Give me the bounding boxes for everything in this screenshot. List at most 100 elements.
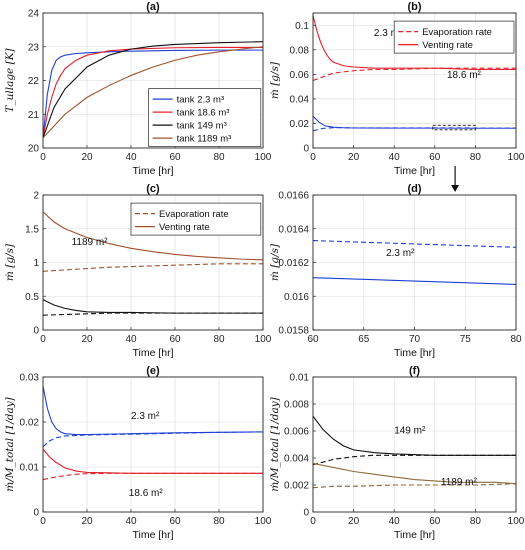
- y-tick-label: 0.1: [295, 21, 309, 32]
- series-line-s2: [313, 483, 516, 489]
- y-axis-label: ṁ/M_total [1/day]: [4, 396, 16, 491]
- legend-box: [393, 20, 515, 54]
- series-line-tank-2-3-m-: [43, 49, 263, 138]
- y-tick-label: 0.01: [20, 463, 40, 474]
- y-tick-label: 0.004: [284, 454, 309, 465]
- legend-entry: tank 18.6 m³: [177, 108, 230, 119]
- x-axis-label: Time [hr]: [132, 347, 173, 359]
- x-tick-label: 20: [81, 334, 93, 345]
- zoom-box: [432, 124, 476, 131]
- x-tick-label: 0: [40, 334, 46, 345]
- y-tick-label: 20: [28, 144, 40, 155]
- y-axis-label: ṁ [g/s]: [269, 243, 281, 281]
- x-tick-label: 40: [125, 152, 137, 163]
- panel-b: 0 20 40 60 80 100 0 0.02 0.04 0.06 0.08 0.1 (b) Time …: [269, 1, 525, 177]
- x-tick-label: 40: [125, 334, 137, 345]
- axes-frame: [312, 376, 517, 513]
- legend-entry: tank 1189 m³: [177, 134, 232, 145]
- x-tick-label: 100: [255, 152, 272, 163]
- y-tick-label: 0.5: [25, 292, 39, 303]
- y-tick-label: 0.0158: [278, 326, 309, 337]
- x-axis-label: Time [hr]: [132, 165, 173, 177]
- legend-entry: Evaporation rate: [422, 27, 492, 38]
- series-line-s3: [43, 299, 263, 314]
- x-tick-label: 20: [348, 152, 360, 163]
- x-tick-label: 100: [255, 334, 272, 345]
- x-tick-label: 0: [310, 152, 316, 163]
- y-tick-label: 0.002: [284, 481, 309, 492]
- series-line-evaporation-rate: [43, 263, 263, 272]
- y-tick-label: 0.0162: [278, 258, 309, 269]
- panel-title: (d): [407, 183, 421, 195]
- annotation-label: 18.6 m²: [129, 488, 164, 499]
- x-tick-label: 20: [81, 152, 93, 163]
- x-tick-label: 100: [508, 516, 525, 527]
- x-axis-label: Time [hr]: [394, 165, 435, 177]
- x-tick-label: 20: [81, 516, 93, 527]
- y-tick-label: 24: [28, 9, 40, 20]
- x-tick-label: 40: [389, 516, 401, 527]
- series-line-s1: [43, 385, 263, 436]
- x-tick-label: 80: [470, 152, 482, 163]
- series-line-tank-18-6-m-: [43, 46, 263, 138]
- x-tick-label: 80: [470, 516, 482, 527]
- x-tick-label: 80: [213, 334, 225, 345]
- panel-title: (a): [146, 1, 160, 13]
- axes-frame: [42, 376, 264, 513]
- x-tick-label: 40: [125, 516, 137, 527]
- y-axis-label: T_ullage [K]: [4, 47, 16, 112]
- x-tick-label: 40: [389, 152, 401, 163]
- y-tick-label: 1.5: [25, 224, 39, 235]
- annotation-label: 1189 m²: [72, 237, 109, 248]
- y-tick-label: 0.04: [290, 94, 310, 105]
- series-line-tank-149-m-: [43, 41, 263, 139]
- panel-c: 0 20 40 60 80 100 0 0.5 1 1.5 2 (c) Time [hr] ṁ [g/s]…: [4, 183, 272, 359]
- legend-box: [130, 202, 262, 236]
- x-tick-label: 70: [409, 334, 421, 345]
- x-tick-label: 60: [169, 334, 181, 345]
- y-tick-label: 1: [33, 258, 39, 269]
- y-tick-label: 22: [28, 76, 40, 87]
- series-line-s0: [43, 431, 263, 448]
- annotation-label: 2.3 m²: [131, 411, 160, 422]
- x-tick-label: 65: [358, 334, 370, 345]
- x-tick-label: 20: [348, 516, 360, 527]
- series-line-s3: [43, 448, 263, 474]
- panel-d: 60 65 70 75 80 0.0158 0.016 0.0162 0.0164 0.0166 (…: [269, 183, 522, 359]
- series-line-s0: [313, 240, 516, 248]
- x-tick-label: 60: [429, 516, 441, 527]
- x-tick-label: 60: [169, 516, 181, 527]
- x-tick-label: 80: [213, 152, 225, 163]
- legend: Evaporation rate Venting rate: [393, 20, 515, 54]
- annotation-label: 1189 m²: [441, 477, 478, 488]
- y-axis-label: ṁ/M_total [1/day]: [269, 396, 281, 491]
- x-tick-label: 0: [40, 516, 46, 527]
- y-tick-label: 23: [28, 42, 40, 53]
- y-tick-label: 0: [33, 508, 39, 519]
- annotation-label: 2.3 m²: [386, 248, 415, 259]
- x-tick-label: 100: [255, 516, 272, 527]
- x-tick-label: 60: [429, 152, 441, 163]
- x-tick-label: 0: [310, 516, 316, 527]
- y-tick-label: 0.006: [284, 427, 309, 438]
- y-tick-label: 2: [33, 191, 39, 202]
- legend: Evaporation rate Venting rate: [130, 202, 262, 236]
- series-line-venting-rate: [313, 15, 516, 70]
- x-tick-label: 60: [169, 152, 181, 163]
- series-line-s1: [313, 277, 516, 285]
- series-line-s3: [313, 115, 516, 129]
- legend-entry: Evaporation rate: [159, 209, 229, 220]
- panel-title: (e): [146, 365, 160, 377]
- y-tick-label: 0.0166: [278, 191, 309, 202]
- annotation-label: 2.3 m²: [374, 28, 403, 39]
- y-tick-label: 0: [303, 144, 309, 155]
- y-tick-label: 0: [33, 326, 39, 337]
- series-line-s0: [313, 454, 516, 466]
- y-tick-label: 0.01: [290, 373, 310, 384]
- panel-title: (c): [146, 183, 160, 195]
- series-line-s1: [313, 415, 516, 456]
- legend: tank 2.3 m³ tank 18.6 m³ tank 149 m³ tank 1…: [148, 88, 262, 147]
- y-tick-label: 0.016: [284, 292, 309, 303]
